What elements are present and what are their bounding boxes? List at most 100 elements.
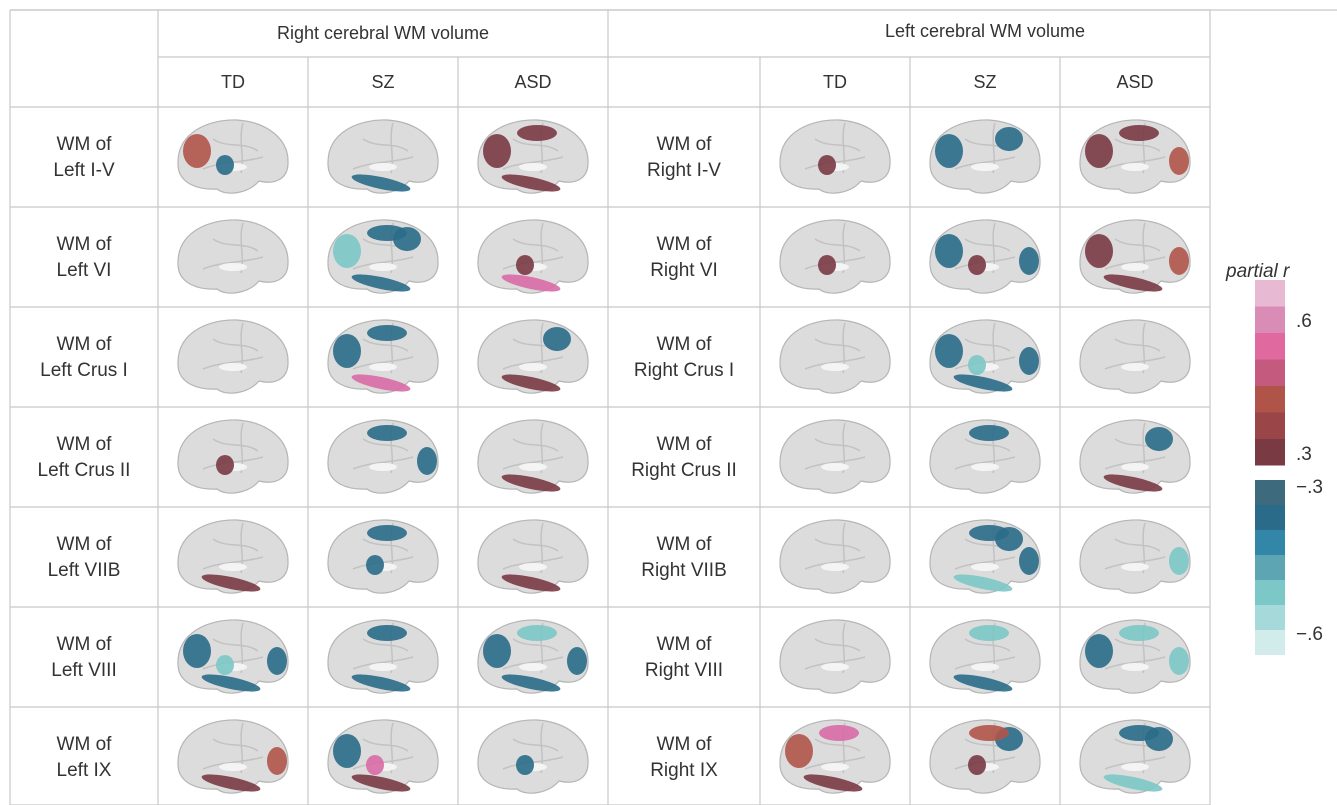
brain-ventricle — [971, 563, 999, 571]
brain-ventricle — [369, 363, 397, 371]
row-label: Left IX — [57, 760, 112, 781]
brain — [930, 120, 1040, 193]
brain-region — [367, 625, 407, 641]
brain-ventricle — [1121, 363, 1149, 371]
colorbar-segment — [1255, 555, 1285, 580]
brain-outline — [178, 420, 288, 493]
brain-ventricle — [369, 263, 397, 271]
brain-region — [183, 134, 211, 168]
row-label: WM of — [657, 334, 713, 355]
brain-region — [1119, 725, 1159, 741]
colorbar-segment — [1255, 605, 1285, 630]
row-label: Right VI — [650, 260, 718, 281]
brain — [930, 520, 1040, 595]
brain-region — [267, 647, 287, 675]
legend-tick: .3 — [1296, 444, 1312, 465]
row-label: WM of — [657, 434, 713, 455]
brain-outline — [780, 420, 890, 493]
brain-region — [367, 325, 407, 341]
brain-region — [968, 255, 986, 275]
brain — [930, 320, 1040, 395]
brain-region — [935, 334, 963, 368]
brain-region — [935, 134, 963, 168]
brain-region — [333, 234, 361, 268]
brain — [478, 220, 588, 295]
brain-outline — [780, 220, 890, 293]
row-label: WM of — [657, 234, 713, 255]
brain — [478, 420, 588, 495]
brain — [1080, 520, 1190, 593]
brain — [930, 620, 1040, 695]
colorbar-segment — [1255, 439, 1285, 466]
brain-region — [333, 334, 361, 368]
brain-ventricle — [369, 163, 397, 171]
row-label: WM of — [57, 534, 113, 555]
brain-region — [567, 647, 587, 675]
legend-tick: −.6 — [1296, 624, 1323, 645]
subheader: ASD — [1116, 72, 1153, 92]
row-label: WM of — [57, 734, 113, 755]
brain-region — [1085, 234, 1113, 268]
brain — [1080, 320, 1190, 393]
brain-region — [1019, 247, 1039, 275]
brain-outline — [780, 620, 890, 693]
brain-ventricle — [219, 363, 247, 371]
brain-region — [366, 555, 384, 575]
brain-ventricle — [1121, 163, 1149, 171]
brain-ventricle — [1121, 263, 1149, 271]
subheader: TD — [823, 72, 847, 92]
row-label: Right I-V — [647, 160, 721, 181]
brain-outline — [780, 520, 890, 593]
brain-region — [819, 725, 859, 741]
brain-region — [1119, 625, 1159, 641]
brain-region — [517, 625, 557, 641]
brain-ventricle — [821, 363, 849, 371]
header-title: Right cerebral WM volume — [277, 23, 489, 43]
brain-ventricle — [821, 763, 849, 771]
brain-region — [393, 227, 421, 251]
brain — [328, 720, 438, 795]
row-label: Left VIII — [51, 660, 116, 681]
colorbar-segment — [1255, 630, 1285, 655]
brain — [178, 320, 288, 393]
row-label: Right Crus I — [634, 360, 734, 381]
brain-region — [1085, 634, 1113, 668]
brain — [478, 520, 588, 595]
subheader: SZ — [973, 72, 996, 92]
brain-ventricle — [971, 663, 999, 671]
colorbar-segment — [1255, 386, 1285, 413]
colorbar-segment — [1255, 580, 1285, 605]
subheader: SZ — [371, 72, 394, 92]
brain-ventricle — [369, 463, 397, 471]
brain — [780, 120, 890, 193]
row-label: Left Crus II — [38, 460, 131, 481]
brain-ventricle — [369, 663, 397, 671]
row-label: Right VIII — [645, 660, 723, 681]
brain — [178, 520, 288, 595]
brain-outline — [178, 320, 288, 393]
brain — [478, 720, 588, 793]
subheader: TD — [221, 72, 245, 92]
brain-region — [1085, 134, 1113, 168]
brain — [1080, 220, 1190, 295]
colorbar-segment — [1255, 413, 1285, 440]
row-label: Left VIIB — [48, 560, 121, 581]
brain — [930, 220, 1040, 293]
brain-region — [333, 734, 361, 768]
brain — [930, 720, 1040, 793]
header-title: Left cerebral WM volume — [885, 21, 1085, 41]
brain-outline — [178, 220, 288, 293]
brain-outline — [478, 720, 588, 793]
colorbar-segment — [1255, 307, 1285, 334]
brain — [780, 720, 890, 795]
brain-region — [995, 527, 1023, 551]
brain-region — [1169, 547, 1189, 575]
brain — [780, 620, 890, 693]
brain — [178, 420, 288, 493]
brain — [178, 620, 288, 695]
row-label: WM of — [657, 734, 713, 755]
brain-region — [1145, 427, 1173, 451]
row-label: WM of — [57, 334, 113, 355]
brain-outline — [1080, 320, 1190, 393]
row-label: WM of — [57, 434, 113, 455]
